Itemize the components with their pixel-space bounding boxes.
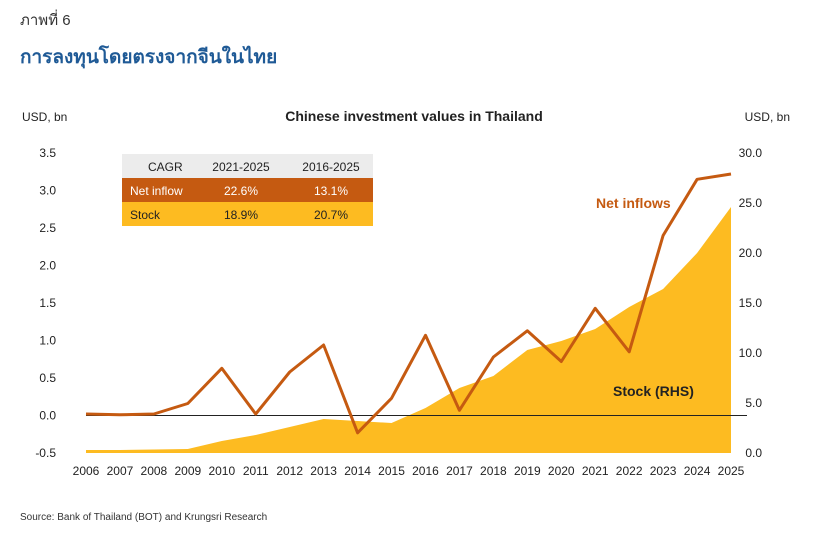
cagr-stock-label: Stock: [130, 208, 161, 222]
figure-title: การลงทุนโดยตรงจากจีนในไทย: [20, 47, 278, 68]
chart-title: Chinese investment values in Thailand: [285, 108, 543, 124]
cagr-row-stock-bg: [122, 202, 373, 226]
x-tick-label: 2017: [446, 464, 473, 478]
x-tick-label: 2011: [243, 464, 269, 478]
left-tick-label: 0.0: [39, 409, 56, 423]
x-tick-label: 2021: [582, 464, 609, 478]
x-tick-label: 2014: [344, 464, 371, 478]
x-tick-label: 2010: [208, 464, 235, 478]
left-tick-label: 1.5: [39, 296, 56, 310]
x-tick-label: 2019: [514, 464, 541, 478]
left-axis-unit: USD, bn: [22, 110, 67, 124]
cagr-header-col2: 2016-2025: [302, 160, 360, 174]
left-tick-label: 3.0: [39, 184, 56, 198]
x-tick-label: 2025: [718, 464, 745, 478]
x-tick-label: 2009: [174, 464, 201, 478]
x-tick-label: 2023: [650, 464, 677, 478]
left-tick-label: 3.5: [39, 146, 56, 160]
right-tick-label: 5.0: [745, 396, 762, 410]
cagr-net-col1: 22.6%: [224, 184, 258, 198]
cagr-table: CAGR 2021-2025 2016-2025 Net inflow 22.6…: [122, 154, 373, 226]
left-tick-label: 1.0: [39, 334, 56, 348]
x-tick-label: 2012: [276, 464, 303, 478]
stock-annotation: Stock (RHS): [613, 383, 694, 399]
x-tick-label: 2016: [412, 464, 439, 478]
cagr-net-label: Net inflow: [130, 184, 183, 198]
source-note: Source: Bank of Thailand (BOT) and Krung…: [20, 512, 268, 523]
left-tick-label: -0.5: [35, 446, 56, 460]
net-inflows-line: [85, 172, 732, 435]
right-tick-label: 25.0: [739, 196, 763, 210]
x-tick-label: 2024: [684, 464, 711, 478]
investment-chart: Chinese investment values in Thailand US…: [22, 108, 790, 478]
right-tick-label: 0.0: [745, 446, 762, 460]
cagr-header-bg: [122, 154, 373, 178]
left-tick-label: 2.5: [39, 221, 56, 235]
right-tick-label: 10.0: [739, 346, 763, 360]
right-axis-unit: USD, bn: [745, 110, 790, 124]
cagr-header-label: CAGR: [148, 160, 183, 174]
left-tick-label: 2.0: [39, 259, 56, 273]
left-tick-label: 0.5: [39, 371, 56, 385]
net-inflows-annotation: Net inflows: [596, 195, 671, 211]
cagr-net-col2: 13.1%: [314, 184, 348, 198]
right-tick-label: 20.0: [739, 246, 763, 260]
figure-label: ภาพที่ 6: [20, 12, 71, 29]
x-tick-label: 2022: [616, 464, 643, 478]
x-tick-label: 2006: [73, 464, 100, 478]
cagr-header-col1: 2021-2025: [212, 160, 270, 174]
x-tick-label: 2007: [107, 464, 134, 478]
x-tick-label: 2020: [548, 464, 575, 478]
right-tick-label: 15.0: [739, 296, 763, 310]
x-tick-label: 2013: [310, 464, 337, 478]
x-tick-label: 2018: [480, 464, 507, 478]
stock-area: [86, 207, 731, 453]
cagr-stock-col1: 18.9%: [224, 208, 258, 222]
cagr-row-net-bg: [122, 178, 373, 202]
right-tick-label: 30.0: [739, 146, 763, 160]
x-tick-label: 2008: [141, 464, 168, 478]
cagr-stock-col2: 20.7%: [314, 208, 348, 222]
x-tick-label: 2015: [378, 464, 405, 478]
